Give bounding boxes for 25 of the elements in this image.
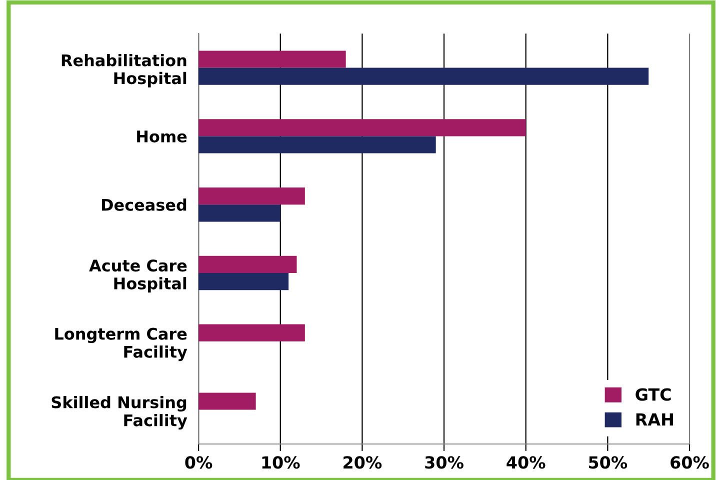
y-tick-label: Skilled Nursing Facility <box>52 396 188 430</box>
bar <box>198 204 280 222</box>
x-tick-label: 30% <box>425 456 464 469</box>
x-tick-label: 20% <box>344 456 382 469</box>
x-tick-label: 40% <box>506 456 546 469</box>
bar <box>198 68 649 85</box>
bar <box>198 256 297 273</box>
legend-label: GTC <box>636 388 671 401</box>
y-tick-label: Deceased <box>102 198 186 211</box>
y-tick-label: Acute Care Hospital <box>89 259 187 293</box>
y-tick-label: Rehabilitation Hospital <box>62 54 186 88</box>
y-tick-label: Longterm Care Facility <box>55 328 188 362</box>
bar <box>198 392 256 410</box>
bar <box>198 50 346 68</box>
bar <box>198 136 436 154</box>
y-tick-label: Home <box>137 130 187 142</box>
x-tick-label: 10% <box>262 456 300 469</box>
bar <box>198 324 305 342</box>
bar <box>198 119 526 136</box>
x-tick-label: 60% <box>670 456 709 469</box>
x-tick-label: 50% <box>589 456 628 469</box>
bar <box>198 188 305 205</box>
x-tick-label: 0% <box>185 456 212 469</box>
legend-label: RAH <box>636 413 673 426</box>
bar <box>198 273 289 290</box>
